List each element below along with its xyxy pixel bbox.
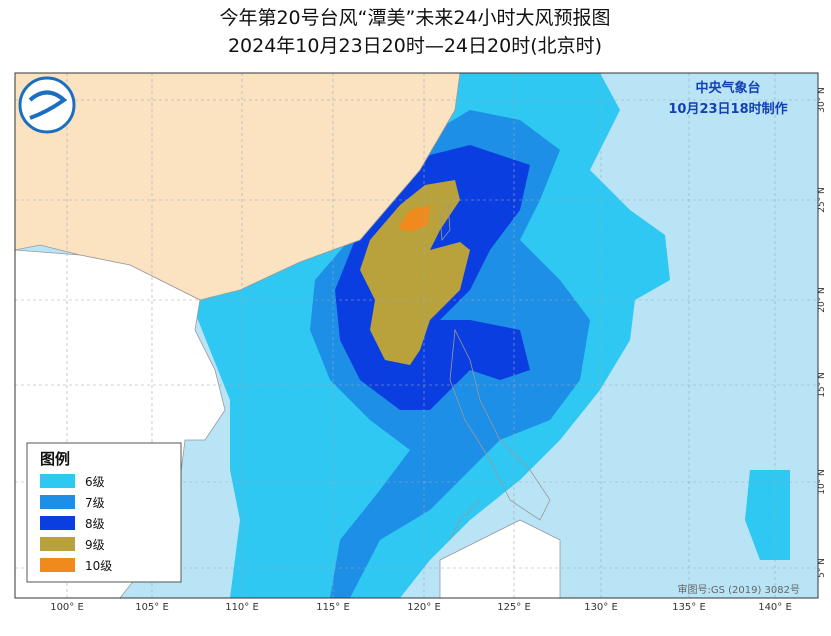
legend: 图例 6级 7级 8级 9级 10级 — [26, 442, 182, 583]
legend-swatch — [40, 495, 75, 509]
legend-label: 6级 — [85, 475, 105, 489]
taiwan — [439, 203, 451, 242]
latitude-label: 30° N — [817, 87, 827, 113]
borneo — [439, 519, 561, 598]
zone-10 — [398, 205, 430, 232]
legend-swatch — [40, 474, 75, 488]
approval-number: 审图号:GS (2019) 3082号 — [677, 583, 800, 596]
legend-label: 10级 — [85, 559, 112, 573]
map: 中央气象台 10月23日18时制作 审图号:GS (2019) 3082号 图例… — [14, 72, 827, 613]
legend-swatch — [40, 537, 75, 551]
legend-label: 7级 — [85, 496, 105, 510]
longitude-label: 105° E — [135, 602, 169, 613]
latitude-label: 10° N — [817, 469, 827, 495]
philippines — [449, 328, 551, 541]
longitude-label: 135° E — [672, 602, 706, 613]
legend-label: 9级 — [85, 538, 105, 552]
legend-swatch — [40, 558, 75, 572]
longitude-label: 140° E — [758, 602, 792, 613]
longitude-label: 130° E — [584, 602, 618, 613]
longitude-label: 115° E — [316, 602, 350, 613]
latitude-label: 20° N — [817, 287, 827, 313]
zone-9 — [360, 180, 470, 365]
longitude-label: 110° E — [225, 602, 259, 613]
title: 今年第20号台风“潭美”未来24小时大风预报图 — [219, 7, 610, 29]
axis-labels: 100° E 105° E 110° E 115° E 120° E 125° E 130°… — [50, 87, 827, 613]
subtitle: 2024年10月23日20时—24日20时(北京时) — [228, 35, 602, 57]
longitude-label: 100° E — [50, 602, 84, 613]
legend-title: 图例 — [40, 450, 70, 468]
agency-name: 中央气象台 — [695, 80, 760, 96]
longitude-label: 120° E — [407, 602, 441, 613]
latitude-label: 15° N — [817, 372, 827, 398]
map-frame — [14, 72, 819, 599]
legend-swatch — [40, 516, 75, 530]
latitude-label: 5° N — [817, 558, 827, 578]
issued-time: 10月23日18时制作 — [668, 101, 787, 117]
china-land — [15, 73, 461, 301]
zone-6 — [745, 470, 790, 560]
latitude-label: 25° N — [817, 187, 827, 213]
legend-label: 8级 — [85, 517, 105, 531]
logo — [18, 76, 76, 134]
longitude-label: 125° E — [497, 602, 531, 613]
